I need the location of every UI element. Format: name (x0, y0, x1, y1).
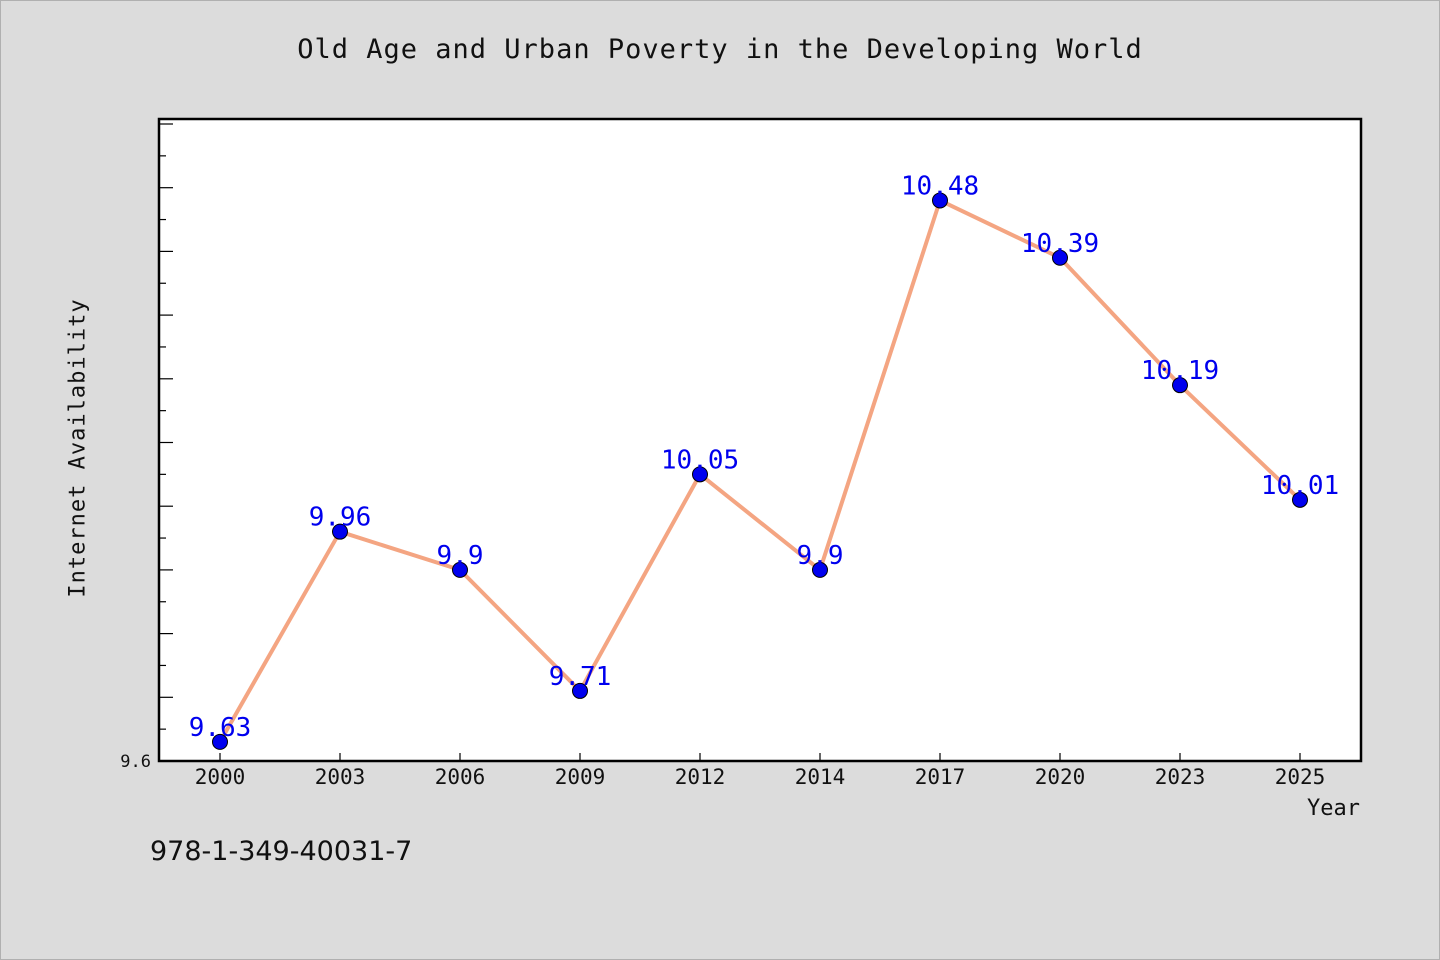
x-tick-label: 2017 (915, 765, 966, 789)
data-label: 9.96 (309, 503, 372, 533)
data-label: 10.48 (901, 171, 979, 201)
label-layer: 9.63 9.96 9.9 9.71 10.05 9.9 10.48 10.39 10.19 10… (189, 171, 1339, 742)
x-axis-label: Year (1307, 796, 1360, 821)
x-tick-label: 2009 (555, 765, 606, 789)
x-tick-label: 2020 (1035, 765, 1086, 789)
data-point (932, 192, 948, 209)
data-label: 10.19 (1141, 356, 1219, 386)
data-label: 9.9 (797, 541, 844, 571)
data-point (1052, 249, 1068, 266)
data-point (452, 561, 468, 578)
x-tick-label: 2023 (1155, 765, 1206, 789)
data-point (1172, 377, 1188, 394)
data-label: 9.9 (437, 541, 484, 571)
x-tick-label: 2025 (1275, 765, 1326, 789)
data-label: 10.39 (1021, 229, 1099, 259)
data-label: 9.63 (189, 713, 252, 743)
data-point (1292, 491, 1308, 508)
chart-title: Old Age and Urban Poverty in the Develop… (297, 34, 1143, 65)
data-point (332, 523, 348, 540)
x-ticks: 2000 2003 2006 2009 2012 2014 2017 2020 2023 2025 (195, 753, 1326, 789)
x-tick-label: 2014 (795, 765, 846, 789)
data-point (572, 682, 588, 699)
x-tick-label: 2000 (195, 765, 246, 789)
marker-layer (212, 192, 1308, 750)
data-label: 10.05 (661, 445, 739, 475)
series-line (218, 198, 1302, 744)
plot-background (157, 117, 1363, 763)
x-tick-label: 2003 (315, 765, 366, 789)
y-tick-label: 9.6 (120, 752, 151, 772)
x-tick-label: 2006 (435, 765, 486, 789)
data-point (212, 733, 228, 750)
y-ticks: 9.6 (120, 123, 173, 772)
data-point (692, 466, 708, 483)
data-label: 10.01 (1261, 471, 1339, 501)
data-label: 9.71 (549, 662, 612, 692)
data-point (812, 561, 828, 578)
x-tick-label: 2012 (675, 765, 726, 789)
series-layer (218, 198, 1302, 744)
isbn-text: 978-1-349-40031-7 (150, 836, 413, 867)
